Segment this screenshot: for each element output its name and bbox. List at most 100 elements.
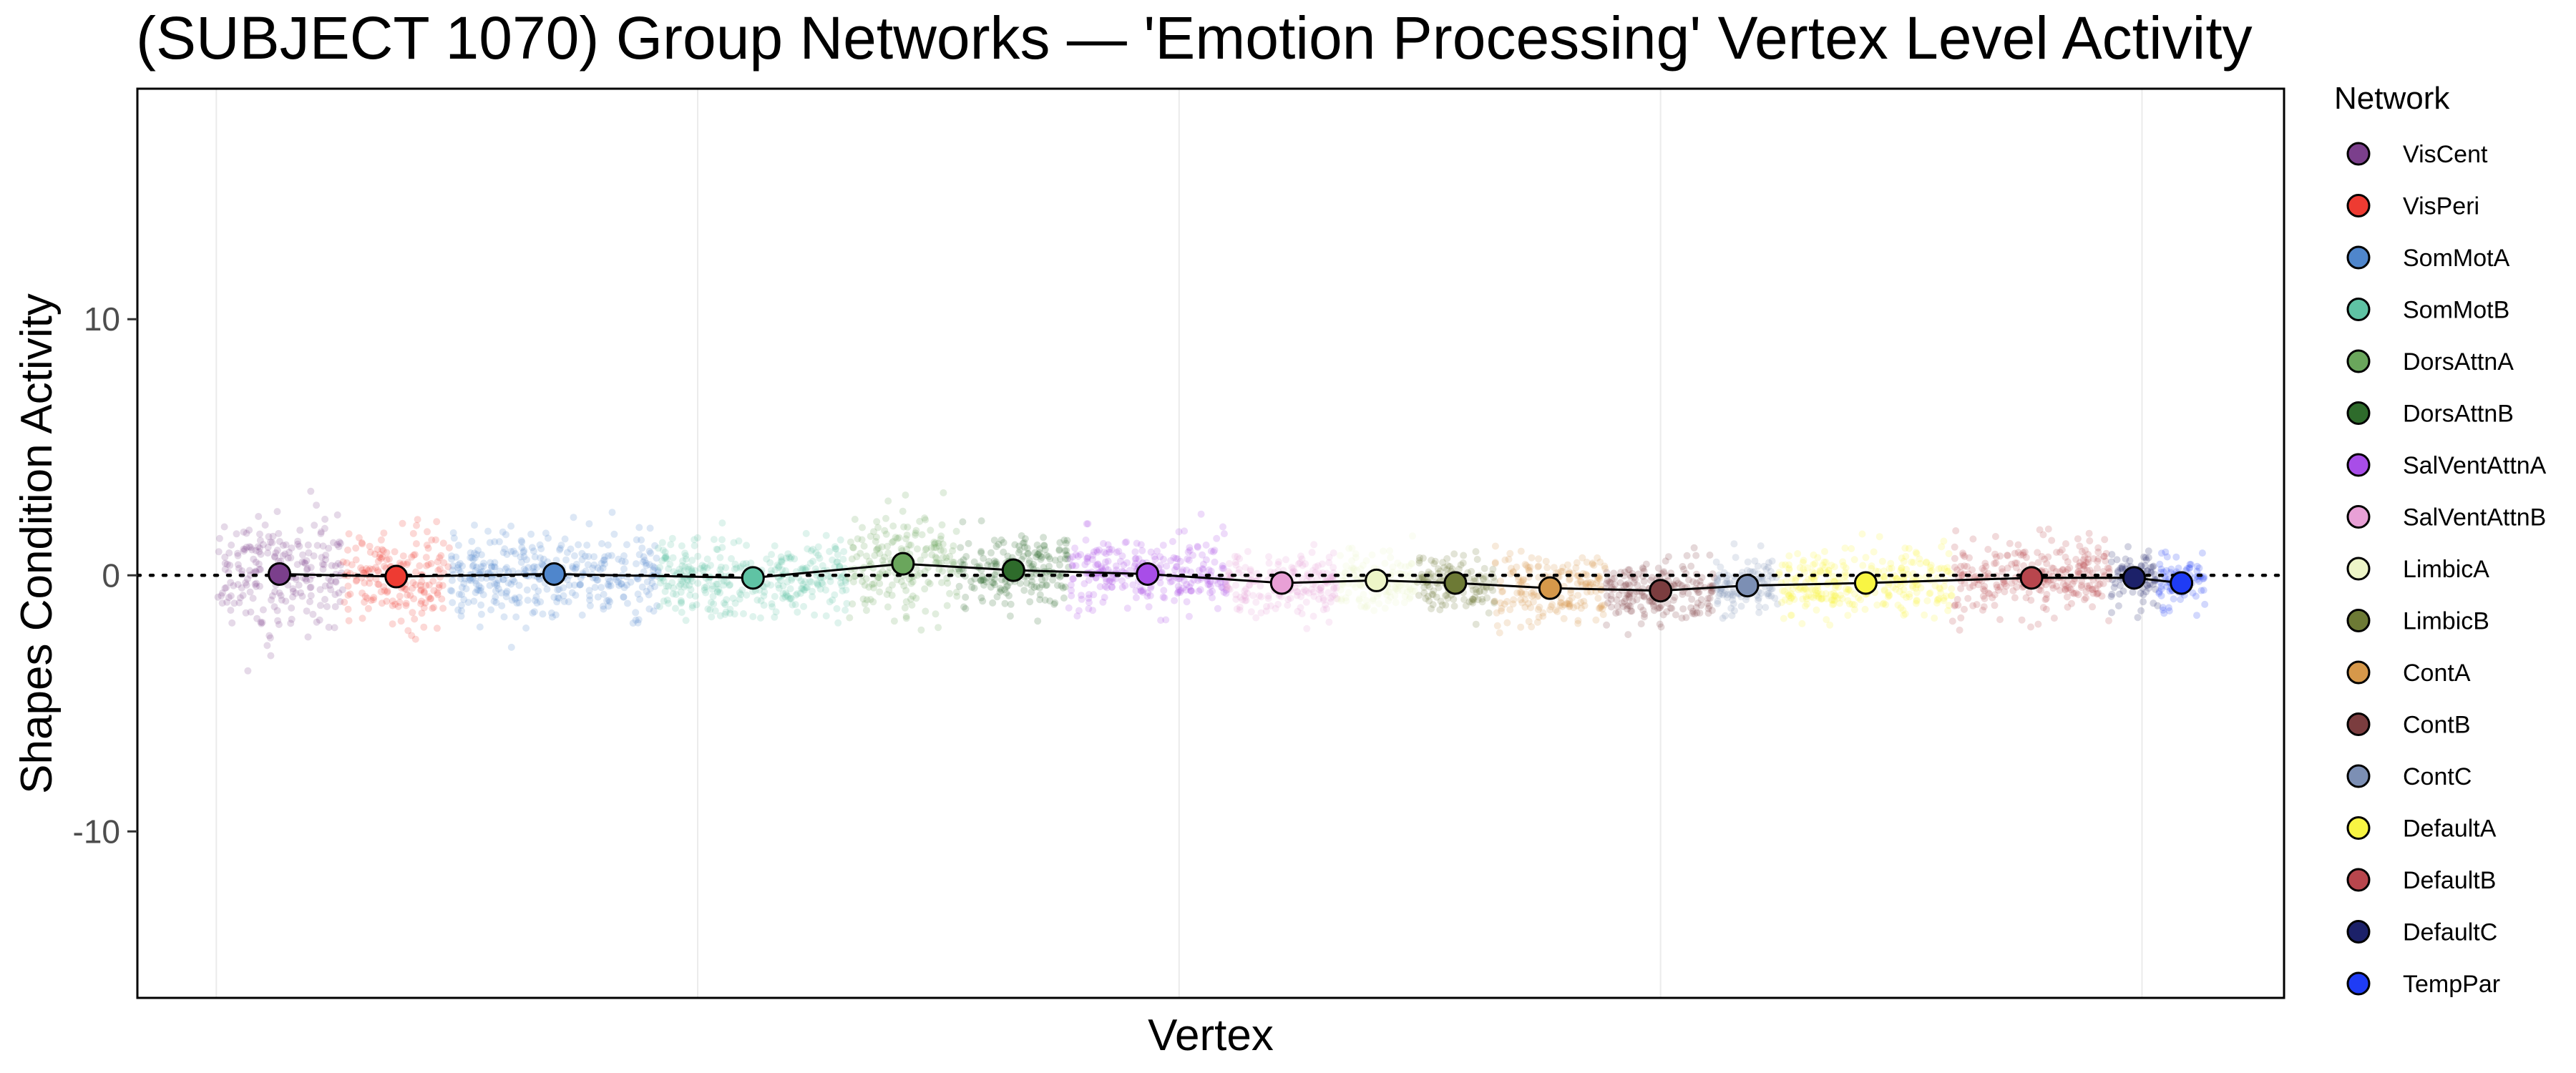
vertex-point — [620, 565, 628, 573]
vertex-point — [389, 620, 396, 628]
mean-point-LimbicA — [1365, 568, 1389, 592]
vertex-point — [902, 587, 910, 594]
vertex-point — [477, 574, 485, 582]
vertex-point — [797, 584, 805, 592]
vertex-point — [921, 567, 929, 575]
vertex-point — [253, 614, 261, 622]
vertex-point — [638, 544, 646, 552]
vertex-point — [2049, 564, 2057, 572]
vertex-point — [897, 578, 905, 586]
vertex-point — [1352, 550, 1360, 558]
vertex-point — [1106, 577, 1114, 584]
vertex-point — [228, 619, 236, 627]
vertex-point — [545, 534, 552, 542]
vertex-point — [1870, 548, 1878, 556]
vertex-point — [1765, 564, 1772, 571]
vertex-point — [771, 613, 779, 621]
vertex-point — [1172, 554, 1180, 562]
vertex-point — [239, 592, 247, 599]
vertex-point — [927, 526, 935, 534]
vertex-point — [989, 579, 997, 587]
vertex-point — [1401, 592, 1409, 600]
vertex-point — [341, 598, 348, 606]
vertex-point — [1400, 599, 1408, 607]
vertex-point — [352, 544, 360, 552]
vertex-point — [1060, 536, 1068, 544]
vertex-point — [655, 544, 662, 552]
vertex-point — [377, 588, 385, 596]
vertex-point — [691, 592, 699, 600]
vertex-point — [2072, 589, 2080, 597]
vertex-point — [977, 517, 985, 525]
vertex-point — [1491, 559, 1499, 567]
vertex-point — [953, 592, 961, 600]
vertex-point — [1247, 572, 1255, 579]
vertex-point — [1069, 575, 1077, 583]
vertex-point — [1961, 553, 1968, 560]
vertex-point — [678, 609, 686, 616]
vertex-point — [1594, 594, 1602, 602]
vertex-point — [1577, 599, 1585, 607]
vertex-point — [1282, 556, 1289, 564]
vertex-point — [502, 589, 510, 597]
vertex-point — [635, 524, 643, 531]
vertex-point — [858, 536, 866, 544]
vertex-point — [1136, 583, 1144, 591]
vertex-point — [1123, 559, 1131, 567]
vertex-point — [1057, 555, 1064, 563]
vertex-point — [1435, 584, 1443, 592]
vertex-point — [2013, 559, 2021, 567]
vertex-point — [298, 558, 306, 566]
legend-item-ContC: ContC — [2346, 763, 2472, 790]
vertex-point — [515, 582, 523, 589]
vertex-point — [286, 549, 293, 557]
vertex-point — [490, 597, 498, 605]
vertex-point — [1678, 614, 1686, 622]
vertex-point — [1004, 582, 1012, 590]
vertex-point — [1160, 555, 1167, 563]
vertex-point — [1056, 573, 1064, 581]
vertex-point — [769, 603, 776, 611]
vertex-point — [570, 582, 578, 589]
vertex-point — [663, 555, 670, 563]
vertex-point — [412, 568, 420, 576]
vertex-point — [1641, 610, 1649, 618]
vertex-point — [316, 616, 323, 624]
vertex-point — [1943, 567, 1951, 575]
vertex-point — [1171, 566, 1179, 574]
vertex-point — [902, 598, 910, 606]
vertex-point — [1063, 555, 1071, 563]
vertex-point — [1068, 592, 1075, 599]
vertex-point — [499, 549, 507, 557]
vertex-point — [965, 539, 972, 547]
vertex-point — [1480, 574, 1488, 582]
vertex-point — [399, 519, 406, 527]
vertex-point — [720, 581, 728, 589]
vertex-point — [1526, 563, 1534, 571]
vertex-point — [1704, 594, 1712, 602]
vertex-point — [1991, 591, 1999, 599]
vertex-point — [862, 607, 870, 614]
legend-label: SomMotA — [2403, 245, 2510, 272]
vertex-point — [1589, 560, 1596, 568]
vertex-point — [1089, 552, 1097, 559]
vertex-point — [218, 599, 226, 607]
vertex-point — [1236, 555, 1244, 562]
vertex-point — [938, 579, 945, 587]
mean-point-SomMotA — [542, 562, 566, 586]
vertex-point — [1021, 544, 1028, 551]
vertex-point — [1302, 598, 1310, 606]
vertex-point — [1704, 609, 1712, 617]
legend-label: SomMotB — [2403, 297, 2509, 324]
vertex-point — [636, 595, 644, 603]
vertex-point — [1543, 564, 1551, 572]
vertex-point — [937, 547, 945, 554]
vertex-point — [1049, 576, 1056, 584]
vertex-point — [1078, 592, 1085, 599]
vertex-point — [1407, 560, 1415, 568]
vertex-point — [1042, 582, 1050, 589]
vertex-point — [661, 548, 669, 556]
vertex-point — [1244, 589, 1252, 597]
vertex-point — [288, 615, 296, 623]
vertex-point — [1491, 597, 1498, 605]
